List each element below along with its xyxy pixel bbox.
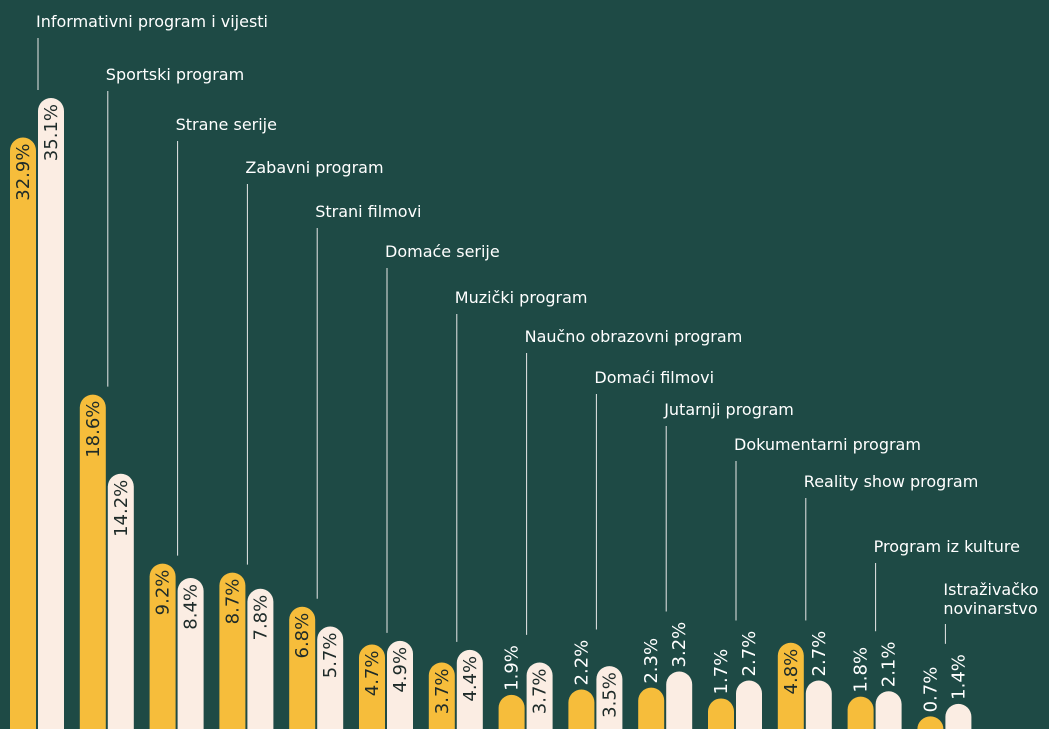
category-label: Muzički program <box>454 288 588 307</box>
value-label: 4.4% <box>460 656 481 702</box>
value-label: 8.7% <box>222 579 243 625</box>
bar <box>38 98 64 729</box>
bar <box>498 694 525 729</box>
bar <box>568 689 595 729</box>
category-label: Istraživačko novinarstvo <box>943 580 1039 618</box>
category-label: Dokumentarni program <box>734 435 921 454</box>
value-label: 0.7% <box>920 667 941 713</box>
value-label: 2.2% <box>571 640 592 686</box>
bar <box>359 644 385 729</box>
bar <box>387 640 413 729</box>
bar <box>428 662 455 729</box>
bar <box>317 626 344 729</box>
bar <box>177 577 204 729</box>
bar <box>736 680 762 729</box>
bar <box>847 696 874 729</box>
value-label: 9.2% <box>153 570 174 616</box>
value-label: 5.7% <box>320 633 341 679</box>
category-label: Informativni program i vijesti <box>36 12 268 31</box>
category-label: Naučno obrazovni program <box>524 327 743 346</box>
category-label: Strane serije <box>175 115 277 134</box>
bar <box>219 572 246 729</box>
category-label: Jutarnji program <box>664 400 794 419</box>
bar <box>777 642 804 729</box>
category-label: Program iz kulture <box>873 537 1020 556</box>
bar <box>79 394 106 729</box>
value-label: 3.7% <box>432 668 453 714</box>
value-label: 32.9% <box>13 144 34 201</box>
bar <box>596 666 623 729</box>
value-label: 2.1% <box>879 642 900 688</box>
bar <box>638 687 665 729</box>
bar <box>107 473 134 729</box>
bar <box>456 649 483 729</box>
value-label: 18.6% <box>83 401 104 458</box>
value-label: 2.7% <box>739 631 760 677</box>
bar <box>149 563 176 729</box>
bar <box>247 588 274 729</box>
category-label: Zabavni program <box>245 158 384 177</box>
bar <box>708 698 734 729</box>
bar <box>875 691 902 729</box>
category-label: Strani filmovi <box>315 202 422 221</box>
value-label: 2.7% <box>809 631 830 677</box>
bar <box>289 606 316 729</box>
category-label: Reality show program <box>803 472 979 491</box>
value-label: 2.3% <box>641 638 662 684</box>
value-label: 1.8% <box>851 647 872 693</box>
value-label: 3.7% <box>530 668 551 714</box>
value-label: 1.4% <box>948 654 969 700</box>
value-label: 35.1% <box>41 104 62 161</box>
category-label: Sportski program <box>105 65 245 84</box>
value-label: 8.4% <box>181 584 202 630</box>
value-label: 3.5% <box>599 672 620 718</box>
value-label: 6.8% <box>292 613 313 659</box>
bar <box>666 671 693 729</box>
bar <box>945 703 972 729</box>
bar <box>526 662 553 729</box>
bar <box>10 137 36 729</box>
value-label: 14.2% <box>111 480 132 537</box>
bar <box>917 716 944 729</box>
value-label: 1.7% <box>711 649 732 695</box>
value-label: 4.8% <box>781 649 802 695</box>
value-label: 3.2% <box>669 622 690 668</box>
category-label: Domaće serije <box>385 242 500 261</box>
value-label: 4.9% <box>390 647 411 693</box>
value-label: 7.8% <box>250 595 271 641</box>
category-label: Domaći filmovi <box>594 368 715 387</box>
value-label: 4.7% <box>362 651 383 697</box>
value-label: 1.9% <box>502 645 523 691</box>
bar <box>805 680 832 729</box>
